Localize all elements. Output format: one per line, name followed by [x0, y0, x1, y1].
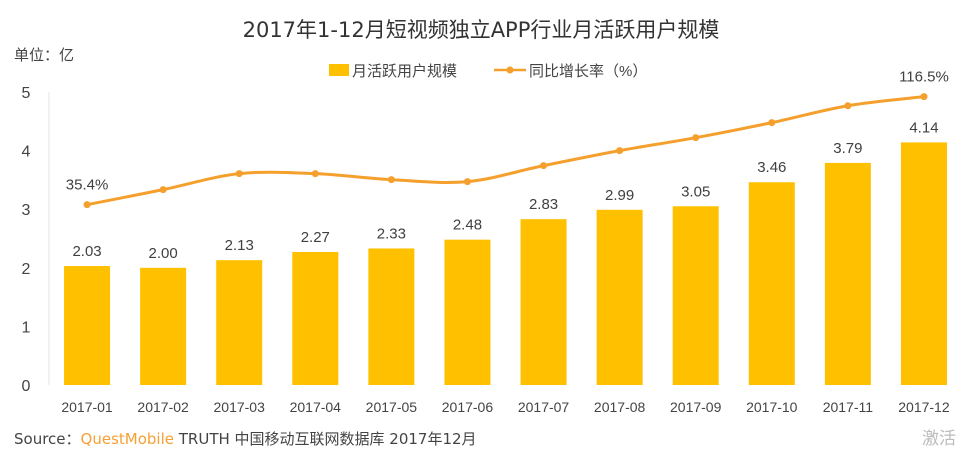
y-tick-label: 0 — [22, 378, 31, 395]
source-brand: QuestMobile — [80, 430, 174, 448]
bar — [64, 266, 111, 385]
y-tick-label: 3 — [22, 202, 31, 219]
legend-bar-label: 月活跃用户规模 — [352, 63, 457, 80]
bar — [216, 260, 263, 385]
bar — [824, 162, 871, 385]
bar-value-label: 2.83 — [529, 196, 558, 213]
bar — [748, 182, 795, 385]
bar-value-label: 2.03 — [72, 243, 101, 260]
y-tick-label: 5 — [22, 85, 31, 102]
growth-rate-line — [86, 95, 925, 207]
x-tick-label: 2017-09 — [670, 399, 722, 415]
growth-rate-label: 116.5% — [899, 69, 949, 86]
legend-line-marker — [506, 66, 514, 74]
growth-rate-point — [768, 119, 776, 127]
x-tick-label: 2017-06 — [442, 399, 494, 415]
source-prefix: Source： — [14, 430, 81, 448]
growth-rate-point — [387, 176, 395, 184]
bar-value-label: 2.33 — [377, 225, 406, 242]
source-rest: TRUTH 中国移动互联网数据库 2017年12月 — [173, 430, 477, 448]
bar-value-label: 3.46 — [757, 159, 786, 176]
legend-line-label: 同比增长率（%） — [529, 63, 647, 80]
bar-value-label: 2.99 — [605, 187, 634, 204]
chart-title: 2017年1-12月短视频独立APP行业月活跃用户规模 — [242, 18, 720, 42]
growth-rate-point — [463, 178, 471, 186]
bar — [444, 239, 491, 385]
bar — [520, 219, 567, 385]
legend-bar-swatch — [329, 64, 349, 76]
x-tick-label: 2017-11 — [823, 399, 874, 415]
growth-rate-label: 35.4% — [66, 177, 109, 194]
bar-value-label: 2.27 — [301, 229, 330, 246]
x-tick-label: 2017-10 — [746, 399, 798, 415]
growth-rate-point — [235, 170, 243, 178]
bar — [672, 206, 719, 385]
bar-value-label: 4.14 — [909, 119, 938, 136]
growth-rate-point — [540, 162, 548, 170]
x-tick-label: 2017-08 — [594, 399, 646, 415]
bar-value-label: 2.13 — [225, 237, 254, 254]
x-tick-label: 2017-02 — [137, 399, 189, 415]
growth-rate-point — [616, 147, 624, 155]
y-tick-label: 4 — [22, 144, 31, 161]
bar — [368, 248, 415, 385]
x-tick-label: 2017-05 — [366, 399, 418, 415]
bar-value-label: 3.05 — [681, 183, 710, 200]
watermark: 激活 — [922, 429, 956, 449]
growth-rate-point — [692, 134, 700, 142]
growth-rate-point — [844, 102, 852, 110]
x-tick-label: 2017-12 — [898, 399, 950, 415]
growth-rate-point — [311, 170, 319, 178]
x-tick-label: 2017-04 — [290, 399, 342, 415]
unit-label: 单位：亿 — [14, 46, 75, 64]
growth-rate-point — [920, 93, 928, 101]
y-tick-label: 2 — [22, 261, 31, 278]
bar — [900, 142, 947, 385]
bar-value-label: 3.79 — [833, 140, 862, 157]
x-tick-label: 2017-07 — [518, 399, 570, 415]
bar-value-label: 2.00 — [149, 245, 178, 262]
x-tick-label: 2017-03 — [214, 399, 266, 415]
bar — [292, 251, 339, 385]
growth-rate-point — [159, 186, 167, 194]
growth-rate-point — [83, 201, 91, 209]
bar-value-label: 2.48 — [453, 217, 482, 234]
bar — [596, 209, 643, 385]
y-tick-label: 1 — [22, 319, 31, 336]
x-tick-label: 2017-01 — [61, 399, 113, 415]
source-note: Source：QuestMobile TRUTH 中国移动互联网数据库 2017… — [14, 428, 477, 449]
bar — [140, 267, 187, 385]
